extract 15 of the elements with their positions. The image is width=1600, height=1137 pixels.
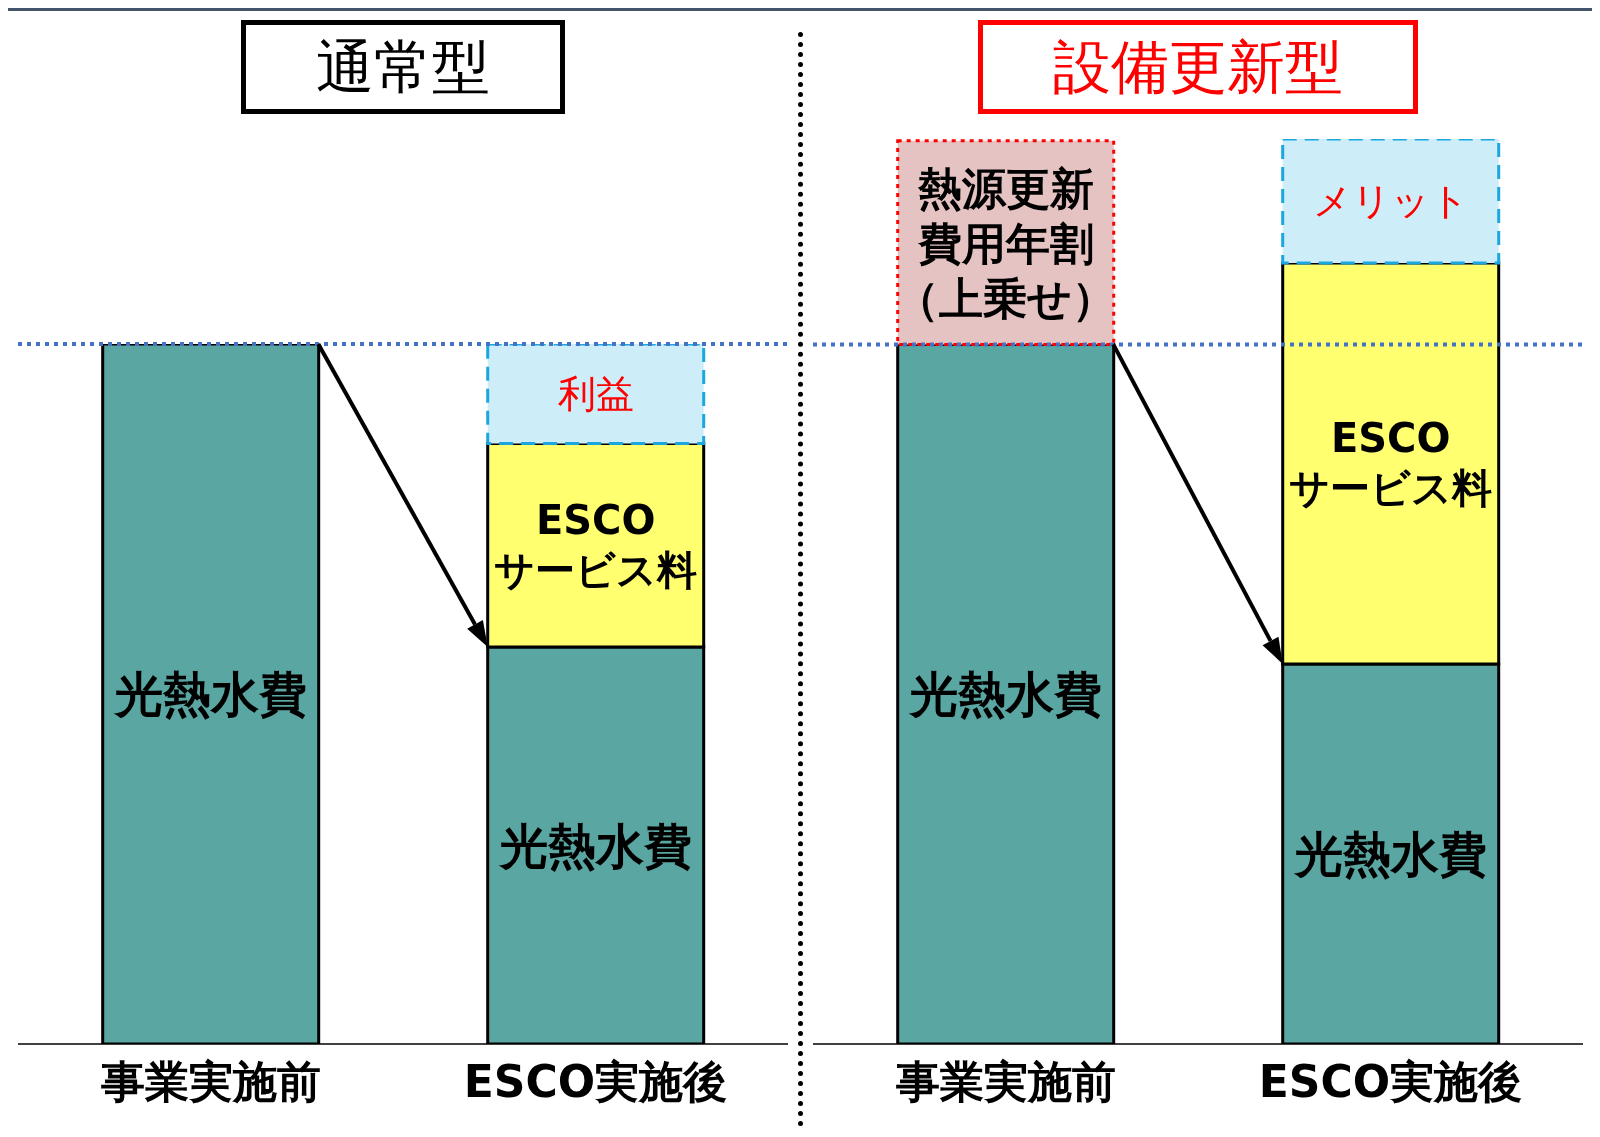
series-label: 光熱水費 [907, 666, 1102, 723]
series-label: メリット [1312, 178, 1469, 223]
x-tick-label: 事業実施前 [99, 1056, 321, 1108]
chart-title: 通常型 [241, 20, 565, 114]
series-label: ESCOサービス料 [1289, 415, 1493, 512]
x-tick-label: ESCO実施後 [1258, 1056, 1523, 1108]
x-tick-label: 事業実施前 [894, 1056, 1116, 1108]
series-label: 熱源更新費用年割（上乗せ） [895, 162, 1117, 324]
series-label: 利益 [557, 371, 634, 416]
x-tick-label: ESCO実施後 [463, 1056, 728, 1108]
text: 光熱水費 [1294, 825, 1487, 882]
series-label: ESCOサービス料 [494, 497, 698, 594]
text: 光熱水費 [499, 817, 692, 874]
series-label: 光熱水費 [112, 666, 307, 722]
chart-title: 設備更新型 [978, 20, 1418, 114]
